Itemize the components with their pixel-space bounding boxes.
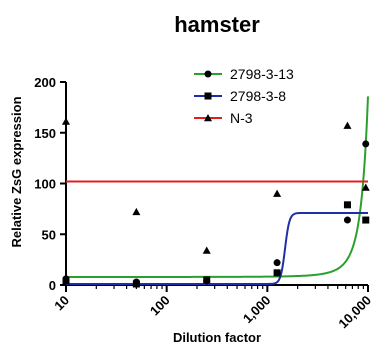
data-point-N-3 bbox=[361, 183, 370, 191]
y-tick-label: 0 bbox=[49, 278, 56, 293]
data-point-N-3 bbox=[343, 121, 352, 129]
data-points bbox=[61, 117, 370, 288]
data-point-2798-3-8 bbox=[273, 269, 281, 277]
x-tick-label: 10 bbox=[51, 293, 72, 314]
data-point-2798-3-13 bbox=[343, 216, 351, 224]
y-tick-label: 200 bbox=[34, 75, 56, 90]
y-axis-label: Relative ZsG expression bbox=[9, 96, 24, 247]
data-point-2798-3-8 bbox=[343, 201, 351, 209]
data-point-N-3 bbox=[61, 117, 71, 125]
fit-line-2798-3-13 bbox=[66, 96, 369, 278]
legend-label-2798-3-13: 2798-3-13 bbox=[230, 66, 294, 82]
data-point-2798-3-8 bbox=[362, 216, 370, 224]
legend-marker-2798-3-8 bbox=[204, 92, 212, 100]
fit-lines bbox=[66, 96, 369, 285]
data-point-2798-3-8 bbox=[132, 280, 140, 288]
data-point-N-3 bbox=[273, 189, 282, 197]
data-point-N-3 bbox=[202, 246, 211, 254]
legend-marker-N-3 bbox=[203, 113, 213, 122]
y-tick-label: 150 bbox=[34, 126, 56, 141]
x-tick-label: 100 bbox=[147, 293, 173, 319]
fit-line-2798-3-8 bbox=[66, 211, 368, 285]
chart-title: hamster bbox=[174, 12, 260, 37]
x-tick-label: 10,000 bbox=[335, 293, 374, 332]
legend: 2798-3-13 2798-3-8 N-3 bbox=[194, 66, 294, 126]
data-point-N-3 bbox=[132, 207, 141, 216]
axes: 0 50 100 150 200 10 100 1,000 10,000 bbox=[34, 75, 374, 331]
x-axis-label: Dilution factor bbox=[173, 330, 261, 345]
data-point-2798-3-13 bbox=[362, 140, 370, 148]
legend-label-N-3: N-3 bbox=[230, 110, 253, 126]
y-tick-label: 100 bbox=[34, 177, 56, 192]
y-tick-label: 50 bbox=[42, 227, 56, 242]
legend-label-2798-3-8: 2798-3-8 bbox=[230, 88, 286, 104]
x-tick-label: 1,000 bbox=[240, 293, 274, 327]
data-point-2798-3-13 bbox=[273, 259, 281, 267]
legend-marker-2798-3-13 bbox=[204, 70, 212, 78]
data-point-2798-3-8 bbox=[62, 277, 70, 285]
data-point-2798-3-8 bbox=[203, 276, 211, 284]
